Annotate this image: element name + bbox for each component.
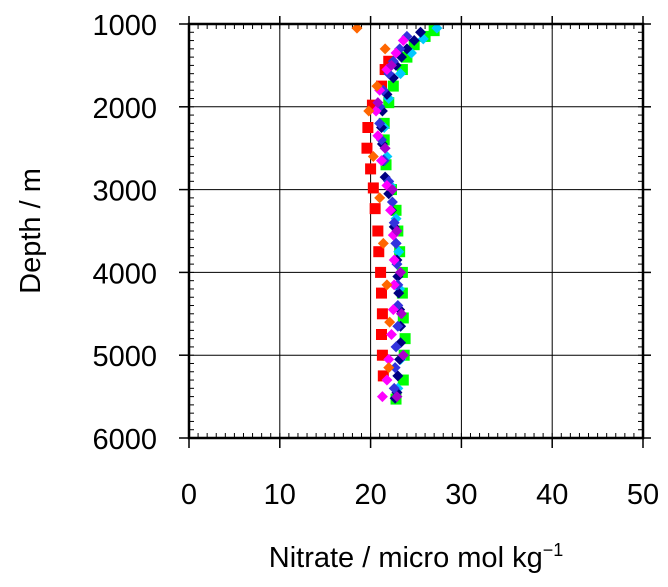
data-point: [386, 196, 398, 208]
data-point: [351, 22, 363, 34]
data-point: [391, 225, 403, 237]
data-point: [393, 246, 405, 258]
data-point: [381, 279, 393, 291]
x-tick-label: 30: [445, 479, 477, 511]
data-point: [390, 47, 402, 59]
x-tick-labels: 0 10 20 30 40 50: [181, 479, 659, 511]
data-point: [393, 287, 405, 299]
data-point: [365, 163, 377, 175]
data-point: [367, 150, 379, 162]
data-point: [376, 349, 388, 361]
data-points: [351, 22, 443, 405]
data-point: [389, 362, 401, 374]
data-point: [385, 59, 397, 71]
x-tick-label: 20: [354, 479, 386, 511]
data-point: [395, 68, 407, 80]
x-axis-title-text: Nitrate / micro mol kg: [269, 542, 543, 574]
data-point: [376, 308, 388, 320]
data-point: [372, 97, 384, 109]
data-point: [371, 80, 383, 92]
data-point: [396, 64, 408, 76]
data-point: [388, 254, 400, 266]
data-point: [395, 266, 407, 278]
data-point: [366, 99, 378, 111]
y-tick-label: 2000: [92, 93, 157, 125]
data-point: [375, 287, 387, 299]
data-point: [388, 279, 400, 291]
data-point: [391, 391, 403, 403]
data-point: [379, 43, 391, 55]
y-tick-label: 1000: [92, 10, 157, 42]
data-point: [392, 320, 404, 332]
data-point: [384, 316, 396, 328]
data-point: [408, 35, 420, 47]
data-point: [374, 192, 386, 204]
series-7: [351, 22, 396, 374]
data-point: [401, 43, 413, 55]
y-tick-label: 3000: [92, 176, 157, 208]
y-tick-label: 6000: [92, 424, 157, 456]
x-tick-label: 40: [536, 479, 568, 511]
data-point: [415, 26, 427, 38]
data-point: [375, 266, 387, 278]
data-point: [379, 142, 391, 154]
data-point: [387, 304, 399, 316]
y-tick-labels: 1000 2000 3000 4000 5000 6000: [92, 10, 157, 456]
data-point: [383, 362, 395, 374]
x-axis-title: Nitrate / micro mol kg−1: [269, 540, 563, 574]
data-point: [388, 217, 400, 229]
data-point: [375, 329, 387, 340]
grid-lines: [188, 23, 644, 439]
plot-frame: [187, 22, 645, 440]
data-point: [386, 184, 398, 196]
data-point: [383, 353, 395, 365]
data-point: [388, 382, 400, 394]
data-point: [380, 159, 392, 171]
y-tick-label: 4000: [92, 258, 157, 290]
data-point: [397, 35, 409, 47]
data-point: [387, 55, 399, 67]
data-point: [361, 142, 373, 154]
data-point: [397, 349, 409, 361]
data-point: [390, 341, 402, 353]
x-tick-label: 50: [627, 479, 659, 511]
data-point: [370, 105, 382, 117]
data-point: [431, 22, 443, 34]
data-point: [392, 370, 404, 382]
data-point: [363, 105, 375, 117]
data-point: [373, 246, 385, 258]
data-point: [395, 308, 407, 320]
data-point: [390, 237, 402, 249]
data-point: [377, 370, 389, 382]
data-point: [362, 122, 374, 133]
data-point: [377, 237, 389, 249]
x-axis-title-superscript: −1: [543, 540, 564, 560]
data-point: [376, 391, 388, 403]
data-point: [372, 225, 384, 237]
y-axis-title: Depth / m: [15, 168, 47, 294]
series-6: [372, 59, 409, 403]
data-point: [374, 117, 386, 129]
data-point: [387, 80, 399, 92]
data-point: [397, 312, 409, 324]
x-tick-label: 0: [181, 479, 197, 511]
data-point: [399, 333, 411, 345]
data-point: [397, 374, 409, 386]
data-point: [385, 204, 397, 216]
data-point: [375, 155, 387, 167]
data-point: [372, 130, 384, 142]
y-tick-label: 5000: [92, 341, 157, 373]
data-point: [385, 329, 397, 340]
data-point: [381, 374, 393, 386]
data-point: [369, 203, 381, 215]
data-point: [367, 182, 379, 194]
x-tick-label: 10: [264, 479, 296, 511]
